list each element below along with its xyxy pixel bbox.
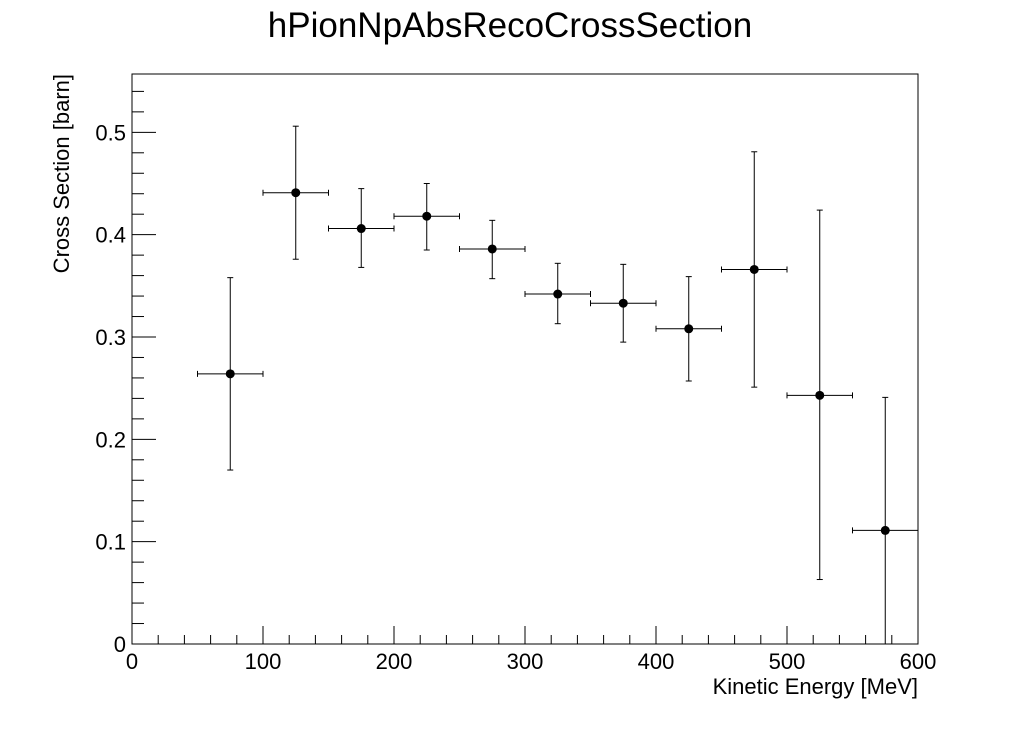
data-point	[393, 182, 460, 251]
data-marker	[225, 369, 235, 379]
x-tick-label: 300	[507, 649, 544, 674]
y-tick-label: 0	[114, 632, 126, 657]
data-point	[852, 396, 919, 644]
data-points	[197, 125, 919, 644]
y-tick-label: 0.5	[95, 120, 126, 145]
data-marker	[880, 525, 890, 535]
x-tick-label: 600	[900, 649, 937, 674]
x-tick-label: 400	[638, 649, 675, 674]
data-point	[655, 276, 722, 382]
data-marker	[749, 264, 759, 274]
data-point	[786, 209, 853, 581]
y-tick-label: 0.2	[95, 427, 126, 452]
y-tick-label: 0.3	[95, 325, 126, 350]
y-axis-label: Cross Section [barn]	[49, 74, 74, 273]
data-point	[590, 263, 657, 343]
y-tick-label: 0.4	[95, 223, 126, 248]
data-marker	[422, 211, 432, 221]
data-point	[197, 277, 264, 471]
data-point	[328, 188, 395, 268]
x-axis: 0 100 200 300 400 500 600	[126, 626, 936, 674]
x-tick-label: 0	[126, 649, 138, 674]
data-marker	[618, 298, 628, 308]
x-axis-label: Kinetic Energy [MeV]	[713, 674, 918, 699]
x-tick-label: 100	[245, 649, 282, 674]
chart-title: hPionNpAbsRecoCrossSection	[268, 6, 752, 45]
data-marker	[291, 188, 301, 198]
x-tick-label: 200	[376, 649, 413, 674]
data-point	[459, 219, 526, 280]
data-marker	[815, 390, 825, 400]
data-marker	[553, 289, 563, 299]
y-axis: 0 0.1 0.2 0.3 0.4 0.5	[95, 90, 156, 657]
data-point	[524, 262, 591, 325]
plot-frame	[131, 73, 919, 645]
x-tick-label: 500	[769, 649, 806, 674]
data-point	[262, 125, 329, 260]
data-marker	[487, 244, 497, 254]
data-marker	[684, 324, 694, 334]
data-point	[721, 151, 788, 388]
data-marker	[356, 224, 366, 234]
y-tick-label: 0.1	[95, 530, 126, 555]
